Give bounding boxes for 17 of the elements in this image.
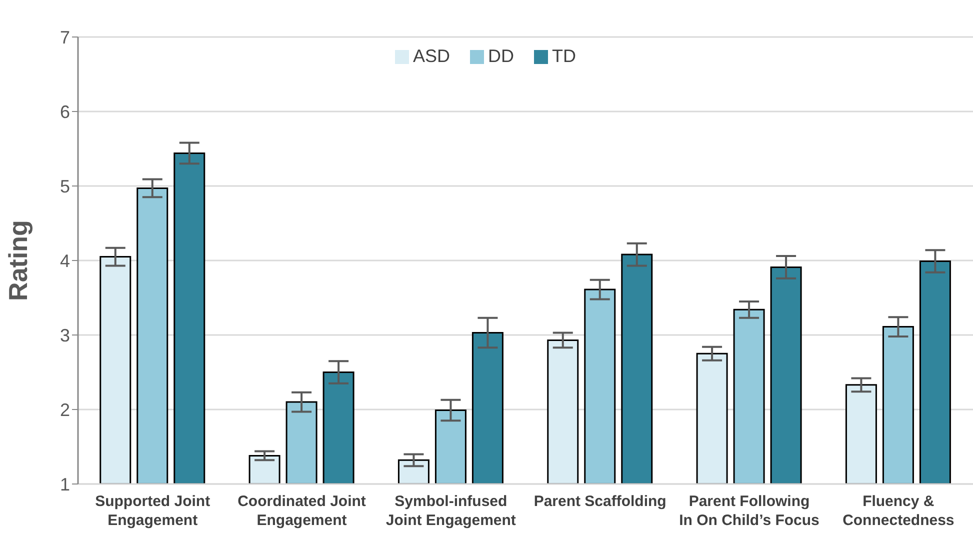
- y-tick-label: 2: [60, 400, 70, 420]
- y-tick-label: 5: [60, 176, 70, 196]
- y-axis-title: Rating: [3, 220, 34, 301]
- y-tick-label: 4: [60, 250, 70, 271]
- x-tick-label: Parent Following In On Child’s Focus: [679, 493, 820, 529]
- legend-label: ASD: [412, 46, 450, 66]
- y-tick-label: 3: [60, 325, 70, 346]
- y-tick-label: 1: [60, 474, 70, 494]
- x-tick-label: Coordinated Joint Engagement: [238, 493, 366, 529]
- x-tick-label: Symbol-infused Joint Engagement: [386, 493, 516, 529]
- y-tick-label: 6: [60, 102, 70, 122]
- x-tick-label: Fluency & Connectedness: [842, 493, 954, 529]
- legend-label: DD: [488, 46, 514, 66]
- y-tick-label: 7: [60, 27, 70, 48]
- legend-label: TD: [552, 46, 576, 66]
- x-tick-label: Supported Joint Engagement: [95, 493, 210, 529]
- x-tick-label: Parent Scaffolding: [534, 493, 666, 510]
